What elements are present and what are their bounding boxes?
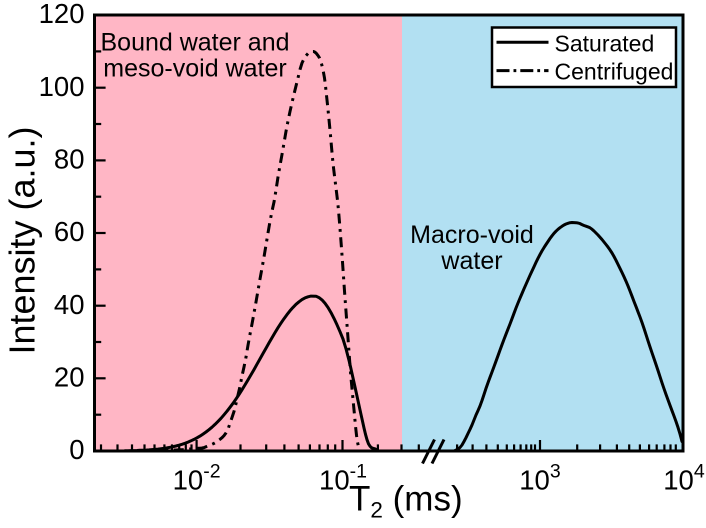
svg-text:T2 (ms): T2 (ms) — [349, 480, 463, 523]
svg-text:103: 103 — [519, 461, 560, 496]
svg-text:40: 40 — [54, 289, 85, 320]
svg-text:meso-void water: meso-void water — [103, 55, 286, 83]
svg-text:water: water — [440, 247, 502, 275]
svg-text:Saturated: Saturated — [555, 30, 655, 56]
svg-text:Macro-void: Macro-void — [410, 221, 534, 249]
svg-text:80: 80 — [54, 144, 85, 175]
svg-text:120: 120 — [39, 0, 85, 29]
svg-text:Centrifuged: Centrifuged — [555, 58, 674, 84]
svg-text:0: 0 — [69, 434, 84, 465]
svg-text:100: 100 — [39, 71, 85, 102]
svg-text:20: 20 — [54, 361, 85, 392]
svg-text:60: 60 — [54, 216, 85, 247]
svg-text:Intensity (a.u.): Intensity (a.u.) — [2, 126, 43, 354]
svg-text:Bound water and: Bound water and — [100, 29, 289, 57]
